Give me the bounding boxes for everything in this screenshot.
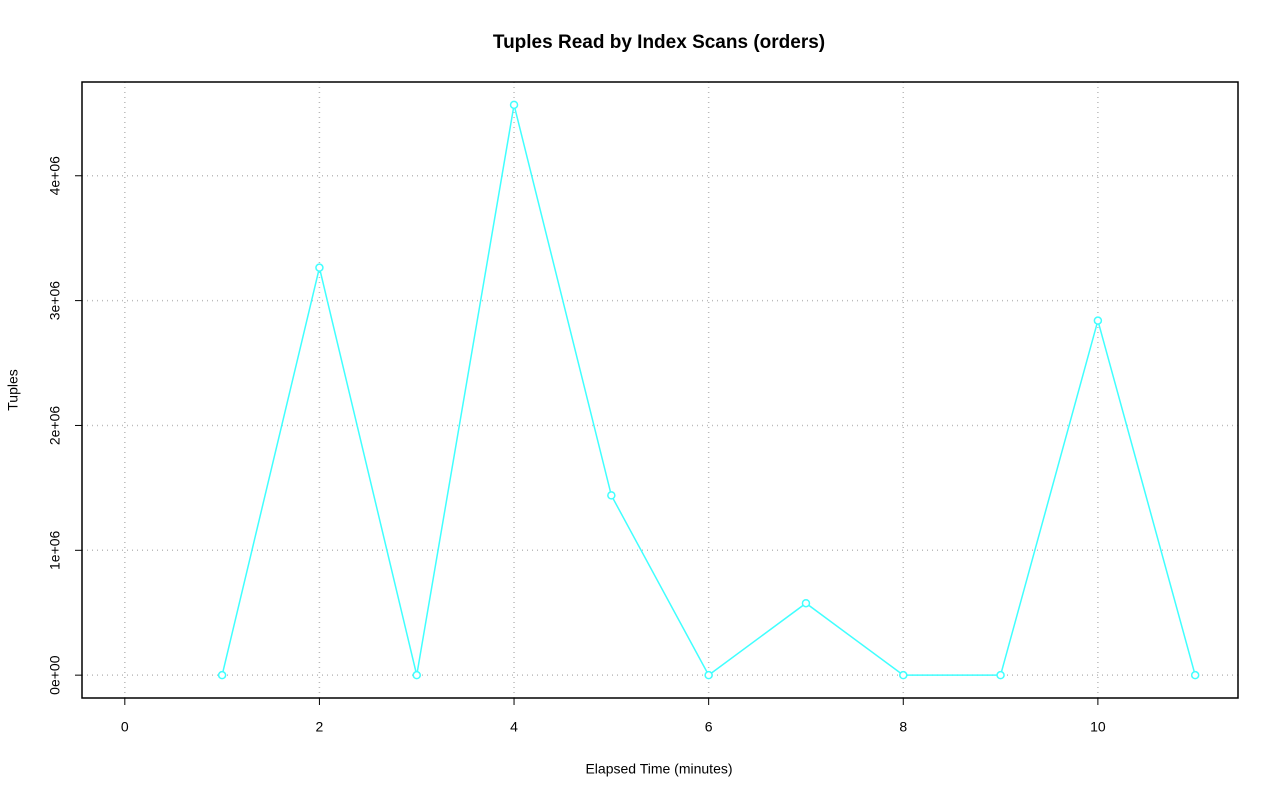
y-tick-label: 4e+06	[47, 156, 63, 196]
x-tick-label: 8	[899, 719, 907, 735]
y-tick-label: 3e+06	[47, 281, 63, 321]
data-point	[509, 100, 519, 110]
data-point	[801, 598, 811, 608]
data-point	[217, 670, 227, 680]
data-point	[1190, 670, 1200, 680]
y-tick-label: 2e+06	[47, 406, 63, 446]
x-tick-label: 6	[705, 719, 713, 735]
data-point	[704, 670, 713, 680]
x-tick-label: 2	[316, 719, 324, 735]
data-point	[899, 670, 908, 680]
chart-title: Tuples Read by Index Scans (orders)	[493, 32, 825, 53]
data-point	[996, 670, 1005, 680]
data-point	[1093, 316, 1103, 325]
y-tick-label: 0e+00	[47, 655, 63, 695]
y-tick-label: 1e+06	[47, 530, 63, 570]
x-tick-label: 10	[1090, 719, 1106, 735]
x-axis-label: Elapsed Time (minutes)	[585, 761, 732, 777]
plot-frame	[81, 81, 1239, 699]
data-point	[315, 263, 324, 272]
x-tick-label: 0	[121, 719, 129, 735]
data-line	[221, 104, 1196, 677]
data-point	[412, 670, 421, 680]
x-tick-label: 4	[510, 719, 518, 735]
data-point	[607, 491, 616, 500]
y-axis-label: Tuples	[5, 369, 21, 411]
